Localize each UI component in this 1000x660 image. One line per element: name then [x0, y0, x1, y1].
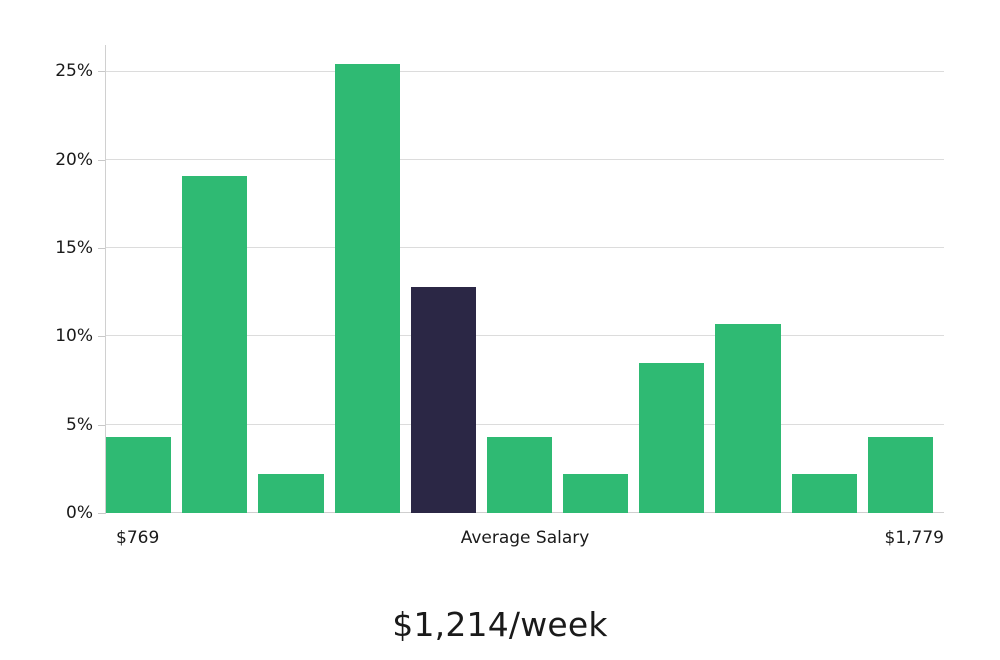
x-axis-title: Average Salary — [460, 528, 590, 548]
y-axis-tick-label: 15% — [55, 238, 93, 259]
average-salary-caption: $1,214/week — [392, 605, 608, 644]
bar[interactable] — [410, 286, 476, 513]
gridline — [106, 423, 944, 425]
bar[interactable] — [486, 437, 553, 513]
y-axis-tick-mark — [98, 71, 105, 73]
bar[interactable] — [867, 437, 933, 513]
gridline — [106, 70, 944, 72]
bar[interactable] — [258, 474, 324, 513]
y-axis-tick-label: 5% — [66, 414, 93, 435]
y-axis-tick-mark — [98, 513, 105, 514]
bar[interactable] — [791, 474, 857, 513]
y-axis-tick-label: 10% — [55, 326, 93, 347]
bar[interactable] — [563, 474, 629, 513]
bar[interactable] — [639, 362, 705, 513]
x-axis-max-label: $1,779 — [884, 528, 944, 548]
bar[interactable] — [334, 64, 400, 513]
y-axis-tick-label: 20% — [55, 149, 93, 170]
y-axis-spine — [105, 45, 106, 514]
bar[interactable] — [106, 437, 172, 513]
y-axis-tick-mark — [98, 424, 105, 426]
bar[interactable] — [182, 175, 248, 513]
gridline — [106, 247, 944, 249]
y-axis-tick-mark — [98, 159, 105, 161]
bar[interactable] — [715, 324, 781, 513]
gridline — [106, 158, 944, 160]
gridline — [106, 335, 944, 337]
y-axis-tick-label: 25% — [55, 61, 93, 82]
plot-area — [106, 45, 944, 513]
y-axis-tick-label: 0% — [66, 503, 93, 523]
y-axis-tick-mark — [98, 336, 105, 338]
x-axis-labels: $769 Average Salary $1,779 — [106, 528, 944, 558]
y-axis-tick-mark — [98, 248, 105, 250]
x-axis-min-label: $769 — [116, 528, 160, 548]
